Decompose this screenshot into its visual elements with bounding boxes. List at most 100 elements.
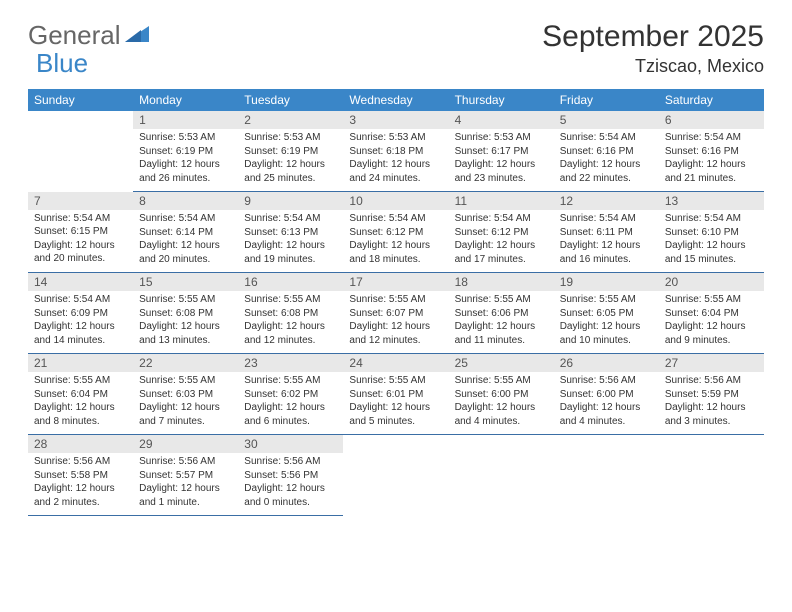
day-cell: 17Sunrise: 5:55 AMSunset: 6:07 PMDayligh…: [343, 273, 448, 354]
day-cell: 10Sunrise: 5:54 AMSunset: 6:12 PMDayligh…: [343, 192, 448, 273]
weekday-header: Friday: [554, 89, 659, 111]
day-detail-line: and 7 minutes.: [139, 415, 232, 429]
day-cell: 6Sunrise: 5:54 AMSunset: 6:16 PMDaylight…: [659, 111, 764, 192]
day-cell: 16Sunrise: 5:55 AMSunset: 6:08 PMDayligh…: [238, 273, 343, 354]
day-detail-line: and 17 minutes.: [455, 253, 548, 267]
day-detail-line: Sunset: 6:00 PM: [560, 388, 653, 402]
day-details: Sunrise: 5:55 AMSunset: 6:02 PMDaylight:…: [238, 372, 343, 434]
day-number: 3: [343, 111, 448, 129]
day-cell: [343, 435, 448, 516]
day-details: Sunrise: 5:56 AMSunset: 5:58 PMDaylight:…: [28, 453, 133, 515]
day-details: Sunrise: 5:55 AMSunset: 6:03 PMDaylight:…: [133, 372, 238, 434]
weekday-header: Sunday: [28, 89, 133, 111]
day-detail-line: Sunset: 6:08 PM: [139, 307, 232, 321]
day-detail-line: Sunset: 6:05 PM: [560, 307, 653, 321]
day-details: Sunrise: 5:56 AMSunset: 5:59 PMDaylight:…: [659, 372, 764, 434]
day-detail-line: and 11 minutes.: [455, 334, 548, 348]
day-detail-line: Sunset: 5:58 PM: [34, 469, 127, 483]
day-detail-line: and 15 minutes.: [665, 253, 758, 267]
day-detail-line: Sunset: 6:09 PM: [34, 307, 127, 321]
day-detail-line: Daylight: 12 hours: [244, 158, 337, 172]
day-detail-line: and 8 minutes.: [34, 415, 127, 429]
day-cell: 3Sunrise: 5:53 AMSunset: 6:18 PMDaylight…: [343, 111, 448, 192]
day-detail-line: Daylight: 12 hours: [139, 320, 232, 334]
day-details: Sunrise: 5:54 AMSunset: 6:16 PMDaylight:…: [554, 129, 659, 191]
day-details: Sunrise: 5:55 AMSunset: 6:04 PMDaylight:…: [28, 372, 133, 434]
calendar-row: 7Sunrise: 5:54 AMSunset: 6:15 PMDaylight…: [28, 192, 764, 273]
day-detail-line: Sunrise: 5:55 AM: [455, 293, 548, 307]
day-detail-line: and 25 minutes.: [244, 172, 337, 186]
day-detail-line: Daylight: 12 hours: [560, 239, 653, 253]
day-cell: 30Sunrise: 5:56 AMSunset: 5:56 PMDayligh…: [238, 435, 343, 516]
day-cell: 27Sunrise: 5:56 AMSunset: 5:59 PMDayligh…: [659, 354, 764, 435]
day-cell: [554, 435, 659, 516]
day-detail-line: Daylight: 12 hours: [139, 158, 232, 172]
day-cell: 14Sunrise: 5:54 AMSunset: 6:09 PMDayligh…: [28, 273, 133, 354]
calendar-table: SundayMondayTuesdayWednesdayThursdayFrid…: [28, 89, 764, 516]
day-number: 26: [554, 354, 659, 372]
day-number: 4: [449, 111, 554, 129]
day-detail-line: Sunset: 5:59 PM: [665, 388, 758, 402]
day-cell: 18Sunrise: 5:55 AMSunset: 6:06 PMDayligh…: [449, 273, 554, 354]
day-detail-line: Sunrise: 5:55 AM: [665, 293, 758, 307]
day-number: 21: [28, 354, 133, 372]
day-cell: 28Sunrise: 5:56 AMSunset: 5:58 PMDayligh…: [28, 435, 133, 516]
day-number: 27: [659, 354, 764, 372]
day-details: Sunrise: 5:56 AMSunset: 6:00 PMDaylight:…: [554, 372, 659, 434]
day-detail-line: and 19 minutes.: [244, 253, 337, 267]
logo-triangle-icon: [125, 20, 153, 51]
day-details: Sunrise: 5:54 AMSunset: 6:10 PMDaylight:…: [659, 210, 764, 272]
day-cell: 1Sunrise: 5:53 AMSunset: 6:19 PMDaylight…: [133, 111, 238, 192]
day-detail-line: Sunrise: 5:54 AM: [244, 212, 337, 226]
weekday-header: Tuesday: [238, 89, 343, 111]
day-details: Sunrise: 5:55 AMSunset: 6:00 PMDaylight:…: [449, 372, 554, 434]
day-number: 22: [133, 354, 238, 372]
day-cell: 21Sunrise: 5:55 AMSunset: 6:04 PMDayligh…: [28, 354, 133, 435]
logo: General: [28, 20, 153, 51]
day-details: Sunrise: 5:55 AMSunset: 6:06 PMDaylight:…: [449, 291, 554, 353]
day-number: 2: [238, 111, 343, 129]
day-details: Sunrise: 5:54 AMSunset: 6:11 PMDaylight:…: [554, 210, 659, 272]
day-detail-line: Sunrise: 5:56 AM: [665, 374, 758, 388]
day-detail-line: and 3 minutes.: [665, 415, 758, 429]
day-detail-line: Daylight: 12 hours: [665, 401, 758, 415]
day-detail-line: Sunset: 6:03 PM: [139, 388, 232, 402]
day-detail-line: Sunrise: 5:54 AM: [349, 212, 442, 226]
day-detail-line: and 0 minutes.: [244, 496, 337, 510]
calendar-row: 1Sunrise: 5:53 AMSunset: 6:19 PMDaylight…: [28, 111, 764, 192]
day-cell: 15Sunrise: 5:55 AMSunset: 6:08 PMDayligh…: [133, 273, 238, 354]
day-detail-line: Sunset: 6:04 PM: [665, 307, 758, 321]
day-cell: 25Sunrise: 5:55 AMSunset: 6:00 PMDayligh…: [449, 354, 554, 435]
day-number: 20: [659, 273, 764, 291]
day-cell: [28, 111, 133, 192]
day-cell: [659, 435, 764, 516]
day-detail-line: and 23 minutes.: [455, 172, 548, 186]
day-detail-line: and 9 minutes.: [665, 334, 758, 348]
weekday-header-row: SundayMondayTuesdayWednesdayThursdayFrid…: [28, 89, 764, 111]
day-detail-line: Sunrise: 5:56 AM: [244, 455, 337, 469]
day-number: 1: [133, 111, 238, 129]
day-detail-line: and 20 minutes.: [34, 252, 127, 266]
day-detail-line: Sunset: 6:02 PM: [244, 388, 337, 402]
day-detail-line: Sunrise: 5:55 AM: [560, 293, 653, 307]
day-detail-line: Daylight: 12 hours: [560, 320, 653, 334]
day-detail-line: Sunrise: 5:54 AM: [665, 131, 758, 145]
day-detail-line: Daylight: 12 hours: [455, 401, 548, 415]
calendar-body: 1Sunrise: 5:53 AMSunset: 6:19 PMDaylight…: [28, 111, 764, 516]
day-detail-line: Daylight: 12 hours: [244, 239, 337, 253]
day-detail-line: Sunset: 6:00 PM: [455, 388, 548, 402]
title-block: September 2025 Tziscao, Mexico: [542, 20, 764, 77]
day-detail-line: Daylight: 12 hours: [560, 401, 653, 415]
calendar-row: 21Sunrise: 5:55 AMSunset: 6:04 PMDayligh…: [28, 354, 764, 435]
day-number: 28: [28, 435, 133, 453]
day-detail-line: and 2 minutes.: [34, 496, 127, 510]
day-detail-line: Daylight: 12 hours: [34, 320, 127, 334]
location: Tziscao, Mexico: [542, 56, 764, 77]
day-detail-line: Sunset: 6:06 PM: [455, 307, 548, 321]
day-detail-line: Sunset: 6:14 PM: [139, 226, 232, 240]
day-detail-line: and 21 minutes.: [665, 172, 758, 186]
day-cell: 23Sunrise: 5:55 AMSunset: 6:02 PMDayligh…: [238, 354, 343, 435]
day-details: Sunrise: 5:55 AMSunset: 6:05 PMDaylight:…: [554, 291, 659, 353]
day-detail-line: Daylight: 12 hours: [665, 320, 758, 334]
day-detail-line: Sunrise: 5:55 AM: [455, 374, 548, 388]
